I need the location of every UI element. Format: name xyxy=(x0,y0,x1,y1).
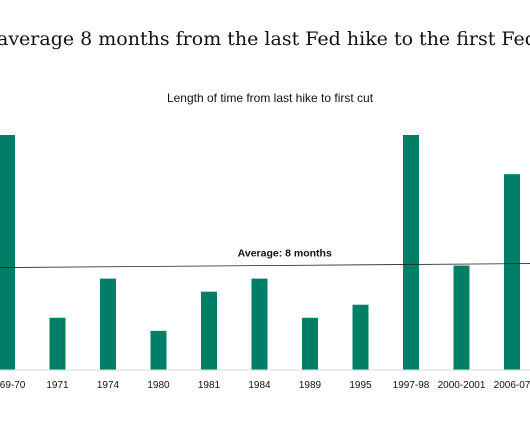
bar-1969-70 xyxy=(0,135,15,370)
bar-2006-07 xyxy=(504,174,520,370)
x-tick-label: 1981 xyxy=(198,380,221,391)
bars-group xyxy=(0,135,520,370)
x-tick-label: 1971 xyxy=(46,380,69,391)
average-line xyxy=(0,263,530,268)
x-tick-label: 1989 xyxy=(299,380,322,391)
x-tick-labels: 1969-70 1971 1974 1980 1981 1984 1989 1995 1997-… xyxy=(0,380,530,391)
bar-1971 xyxy=(49,317,66,370)
bar-2000-2001 xyxy=(453,265,470,370)
bar-1980 xyxy=(150,330,167,370)
x-tick-label: 1980 xyxy=(147,380,170,391)
bar-1997-98 xyxy=(403,135,419,370)
bar-1981 xyxy=(201,291,217,370)
x-tick-label: 1974 xyxy=(97,380,120,391)
average-label: Average: 8 months xyxy=(238,248,332,260)
bar-1984 xyxy=(251,278,268,370)
x-tick-label: 1995 xyxy=(349,380,372,391)
chart-subtitle: Length of time from last hike to first c… xyxy=(167,91,374,105)
x-tick-label: 2000-2001 xyxy=(438,380,486,391)
x-tick-label: 2006-07 xyxy=(494,380,530,391)
bar-1989 xyxy=(302,317,318,370)
chart-title: average 8 months from the last Fed hike … xyxy=(0,28,530,50)
bar-1995 xyxy=(352,304,369,370)
x-tick-label: 1997-98 xyxy=(393,380,430,391)
x-tick-label: 1969-70 xyxy=(0,380,26,391)
bar-1974 xyxy=(100,278,116,370)
x-tick-label: 1984 xyxy=(248,380,271,391)
